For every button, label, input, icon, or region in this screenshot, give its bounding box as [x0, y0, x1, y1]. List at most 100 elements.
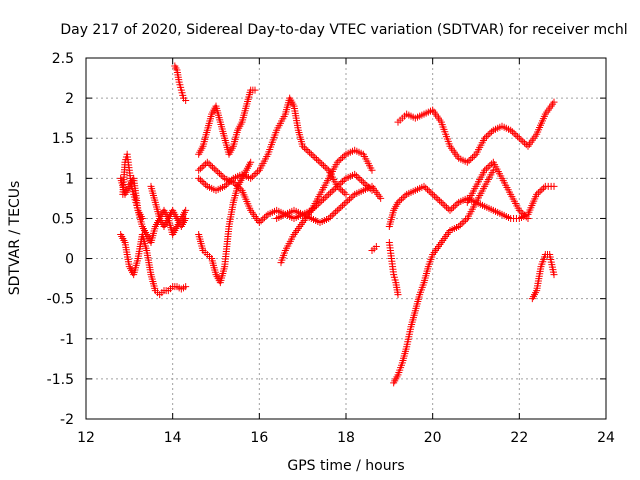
data-point — [351, 170, 359, 178]
data-point — [517, 136, 525, 144]
data-point — [335, 205, 343, 213]
data-point — [486, 129, 494, 137]
data-point — [323, 192, 331, 200]
series-track-2 — [117, 230, 190, 299]
x-tick-label: 24 — [597, 430, 615, 446]
data-point — [196, 176, 204, 184]
data-point — [247, 174, 255, 182]
data-point — [325, 214, 333, 222]
data-point — [326, 213, 334, 221]
data-point — [510, 129, 518, 137]
series-track-5 — [171, 62, 190, 105]
data-point — [254, 168, 262, 176]
data-point — [394, 198, 402, 206]
data-point — [311, 153, 319, 161]
data-point — [368, 166, 376, 174]
x-tick-label: 18 — [337, 430, 355, 446]
data-point — [339, 178, 347, 186]
data-point — [519, 210, 527, 218]
data-point — [423, 186, 431, 194]
data-point — [344, 197, 352, 205]
x-tick-label: 20 — [424, 430, 442, 446]
y-tick-label: -0.5 — [47, 292, 74, 308]
data-point — [309, 152, 317, 160]
data-point — [488, 128, 496, 136]
data-point — [515, 206, 523, 214]
data-point — [229, 178, 237, 186]
data-point — [261, 214, 269, 222]
chart-title: Day 217 of 2020, Sidereal Day-to-day VTE… — [60, 22, 627, 38]
data-point — [515, 134, 523, 142]
x-tick-label: 16 — [250, 430, 268, 446]
data-point — [251, 86, 259, 94]
y-tick-label: 1.5 — [52, 131, 74, 147]
data-point — [325, 190, 333, 198]
data-point — [340, 189, 348, 197]
series-track-16 — [385, 239, 402, 299]
data-point — [200, 161, 208, 169]
data-point — [453, 200, 461, 208]
data-point — [215, 170, 223, 178]
data-point — [401, 192, 409, 200]
series-track-12 — [368, 243, 380, 255]
y-tick-label: 0.5 — [52, 211, 74, 227]
data-point — [448, 205, 456, 213]
data-point — [524, 214, 532, 222]
data-point — [425, 187, 433, 195]
data-point — [354, 174, 362, 182]
x-axis-title: GPS time / hours — [287, 458, 404, 474]
data-point — [455, 222, 463, 230]
series-track-6 — [195, 158, 255, 287]
data-point — [203, 158, 211, 166]
data-point — [257, 217, 265, 225]
data-point — [345, 195, 353, 203]
data-point — [550, 182, 558, 190]
data-point — [205, 160, 213, 168]
data-point — [512, 131, 520, 139]
y-tick-label: -2 — [60, 412, 74, 428]
data-point — [300, 144, 308, 152]
data-point — [462, 216, 470, 224]
data-point — [337, 203, 345, 211]
data-point — [304, 147, 312, 155]
data-point — [522, 213, 530, 221]
data-point — [488, 160, 496, 168]
data-point — [332, 208, 340, 216]
data-point — [307, 206, 315, 214]
data-point — [210, 165, 218, 173]
data-point — [236, 185, 244, 193]
data-point — [347, 194, 355, 202]
y-tick-label: 2.5 — [52, 51, 74, 67]
data-point — [337, 155, 345, 163]
data-point — [467, 155, 475, 163]
data-point — [313, 202, 321, 210]
data-point — [309, 205, 317, 213]
data-point — [358, 177, 366, 185]
data-point — [436, 197, 444, 205]
data-point — [363, 182, 371, 190]
data-point — [214, 168, 222, 176]
y-tick-label: -1 — [60, 332, 74, 348]
data-point — [311, 203, 319, 211]
data-point — [313, 155, 321, 163]
data-point — [377, 194, 385, 202]
y-tick-label: 1 — [65, 171, 74, 187]
data-point — [182, 283, 190, 291]
data-point — [307, 150, 315, 158]
series-track-11 — [273, 170, 376, 222]
data-point — [443, 203, 451, 211]
y-tick-label: 2 — [65, 91, 74, 107]
data-point — [202, 181, 210, 189]
data-point — [422, 184, 430, 192]
data-point — [340, 176, 348, 184]
series-track-1 — [117, 174, 190, 247]
data-point — [330, 186, 338, 194]
data-point — [460, 218, 468, 226]
y-tick-label: -1.5 — [47, 372, 74, 388]
data-point — [356, 175, 364, 183]
data-point — [429, 190, 437, 198]
data-point — [333, 182, 341, 190]
data-point — [352, 172, 360, 180]
data-point — [340, 200, 348, 208]
series-track-10 — [277, 146, 376, 267]
